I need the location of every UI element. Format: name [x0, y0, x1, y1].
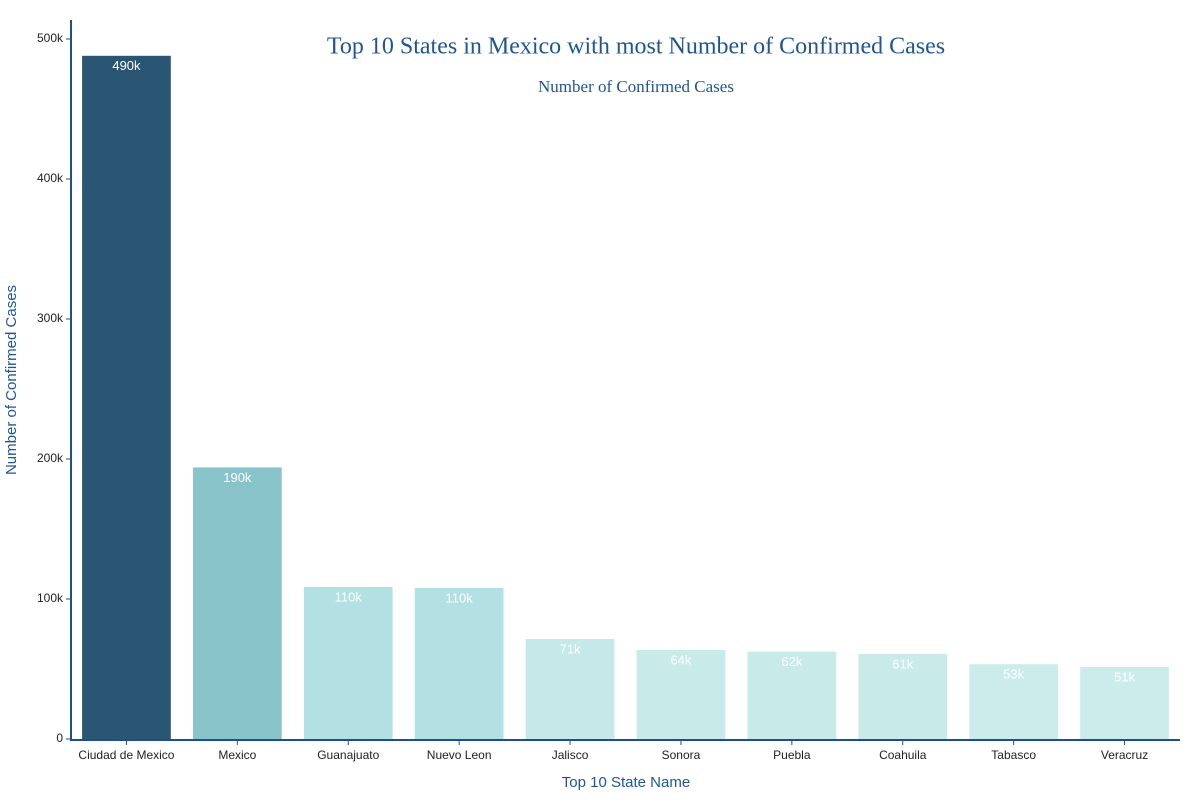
y-tick-label: 100k	[37, 591, 64, 605]
x-axis-title: Top 10 State Name	[562, 774, 690, 791]
bar	[303, 586, 393, 739]
bar	[82, 55, 171, 740]
bar	[1080, 667, 1169, 739]
y-tick-label: 200k	[37, 451, 64, 465]
bar	[636, 649, 726, 739]
x-tick-label: Jalisco	[552, 748, 589, 762]
value-label: 51k	[1114, 669, 1135, 684]
value-label: 110k	[446, 590, 474, 605]
x-tick-label: Guanajuato	[317, 748, 379, 762]
y-tick-label: 400k	[37, 171, 64, 185]
value-label: 62k	[781, 654, 802, 669]
value-label: 53k	[1003, 667, 1024, 682]
bar	[969, 664, 1059, 739]
y-tick-label: 0	[56, 731, 63, 745]
bar	[525, 639, 615, 739]
x-tick-label: Tabasco	[991, 748, 1036, 762]
value-label: 190k	[223, 470, 252, 485]
x-tick-label: Veracruz	[1101, 748, 1148, 762]
y-tick-label: 300k	[37, 311, 64, 325]
x-tick-label: Sonora	[662, 748, 701, 762]
chart-title: Top 10 States in Mexico with most Number…	[327, 34, 945, 60]
x-tick-label: Mexico	[218, 748, 256, 762]
value-label: 110k	[335, 589, 363, 604]
value-label: 490k	[112, 58, 141, 73]
x-tick-label: Puebla	[773, 748, 811, 762]
y-tick-label: 500k	[37, 31, 64, 45]
bar	[858, 654, 948, 739]
bar	[192, 467, 282, 739]
y-axis-title: Number of Confirmed Cases	[3, 285, 20, 475]
bar	[414, 587, 504, 739]
x-tick-label: Coahuila	[879, 748, 927, 762]
value-label: 61k	[892, 656, 913, 671]
chart-subtitle: Number of Confirmed Cases	[538, 77, 734, 96]
value-label: 64k	[670, 652, 691, 667]
value-label: 71k	[560, 641, 581, 656]
x-tick-label: Nuevo Leon	[427, 748, 492, 762]
bar	[747, 651, 837, 739]
x-tick-label: Ciudad de Mexico	[78, 748, 174, 762]
